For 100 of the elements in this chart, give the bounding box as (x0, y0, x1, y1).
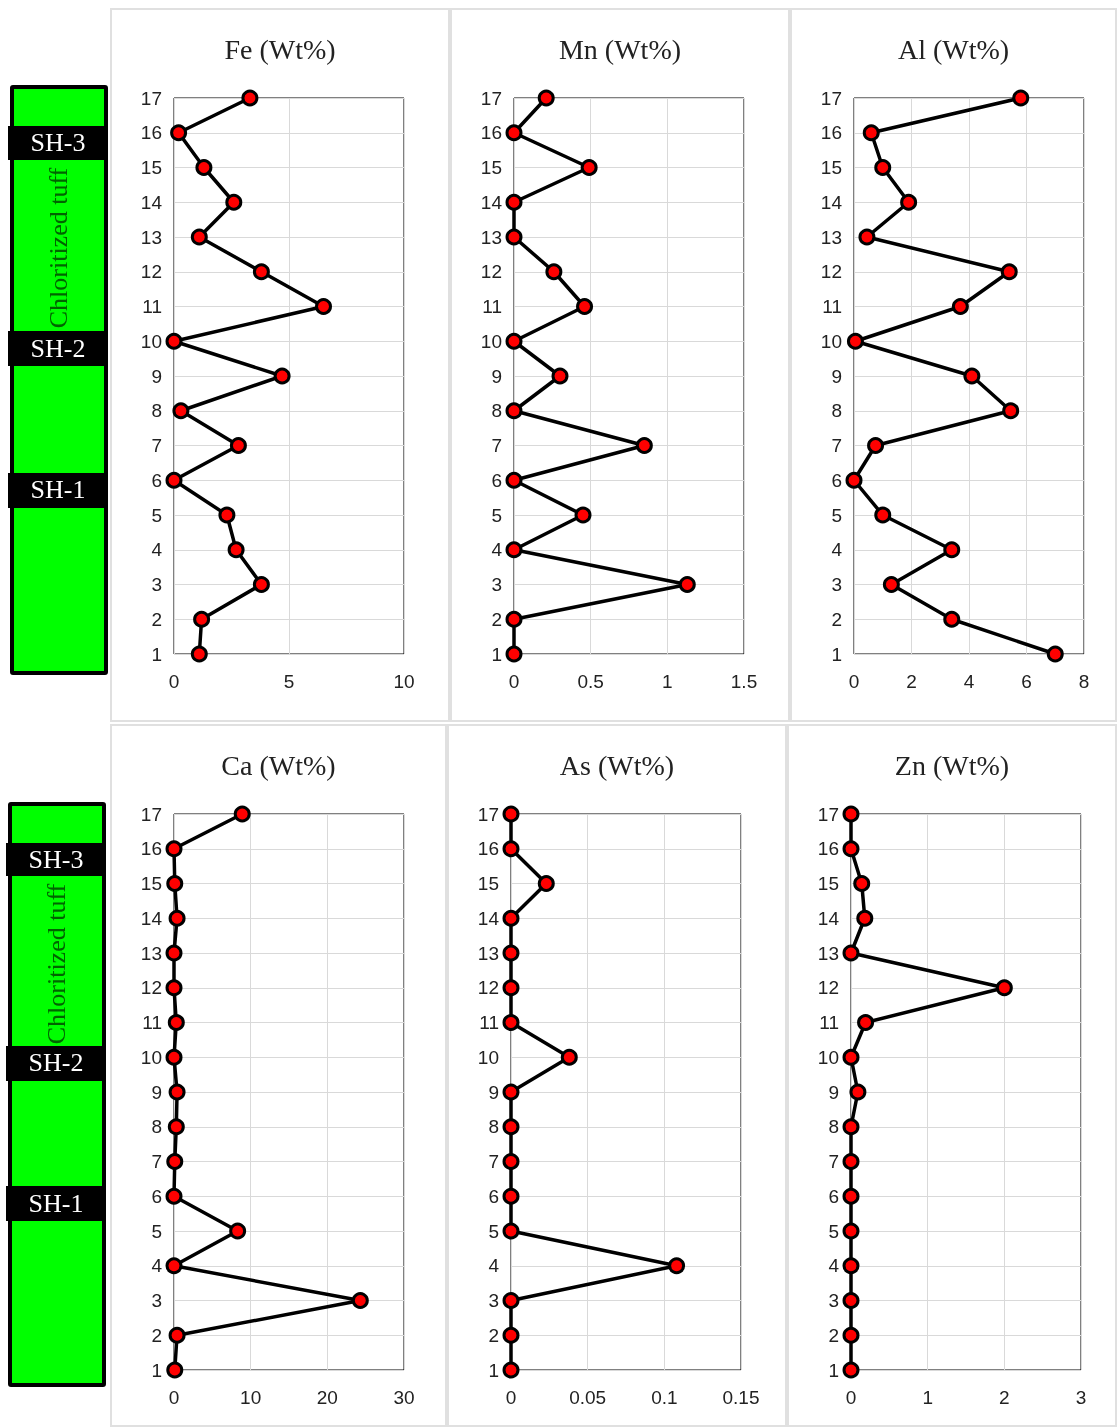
point (853, 875, 871, 892)
y-tick-label: 3 (831, 574, 842, 595)
y-tick-label: 13 (140, 942, 162, 964)
y-tick-label: 11 (819, 1012, 839, 1033)
point (168, 1083, 186, 1101)
point (505, 645, 523, 663)
point (252, 263, 270, 281)
y-tick-label: 6 (491, 469, 502, 491)
point (635, 437, 653, 454)
point (229, 1222, 247, 1240)
x-tick-label: 2 (906, 671, 917, 692)
y-tick-label: 4 (491, 539, 503, 561)
y-tick-label: 17 (140, 803, 162, 825)
point (165, 332, 183, 350)
y-tick-label: 7 (151, 1151, 162, 1172)
y-tick-label: 14 (140, 907, 163, 929)
y-tick-label: 10 (820, 330, 842, 352)
point (241, 89, 259, 107)
y-tick-label: 14 (480, 191, 503, 213)
point (858, 228, 876, 246)
point (580, 159, 598, 176)
y-tick-label: 17 (140, 87, 162, 109)
point (505, 471, 523, 489)
point (882, 576, 900, 593)
point (502, 1083, 520, 1101)
y-tick-label: 8 (151, 1116, 162, 1138)
point (502, 1187, 520, 1205)
y-tick-label: 16 (477, 838, 499, 860)
point (842, 1361, 860, 1379)
point (502, 1326, 520, 1344)
point (842, 1153, 860, 1170)
point (874, 506, 892, 524)
point (502, 944, 520, 962)
x-tick-label: 3 (1075, 1387, 1087, 1408)
x-tick-label: 1 (662, 671, 673, 692)
point (252, 576, 270, 593)
y-tick-label: 3 (151, 574, 162, 595)
x-tick-label: 0 (508, 671, 520, 692)
y-tick-label: 14 (140, 191, 163, 213)
point (505, 541, 523, 559)
point (165, 1187, 183, 1205)
point (545, 263, 563, 281)
y-tick-label: 15 (140, 873, 162, 894)
point (1000, 263, 1018, 281)
y-tick-label: 7 (831, 435, 842, 456)
y-tick-label: 16 (820, 122, 842, 144)
y-tick-label: 13 (140, 226, 162, 248)
y-tick-label: 2 (488, 1324, 499, 1346)
x-tick-label: 1 (922, 1387, 933, 1408)
y-tick-label: 6 (151, 469, 162, 491)
point (668, 1257, 686, 1275)
point (273, 367, 291, 385)
y-tick-label: 1 (151, 643, 162, 665)
y-tick-label: 10 (480, 330, 502, 352)
point (867, 437, 885, 454)
y-tick-label: 5 (491, 504, 502, 526)
x-tick-label: 5 (283, 671, 295, 692)
point (537, 89, 555, 107)
point (190, 228, 208, 246)
point (846, 332, 864, 350)
y-tick-label: 17 (480, 87, 502, 109)
y-tick-label: 8 (828, 1116, 839, 1138)
y-tick-label: 10 (140, 330, 162, 352)
point (862, 124, 880, 142)
y-tick-label: 5 (828, 1220, 839, 1242)
point (166, 1153, 184, 1170)
point (229, 437, 247, 454)
y-tick-label: 17 (477, 803, 499, 825)
y-tick-label: 11 (482, 296, 502, 317)
y-tick-label: 8 (831, 400, 842, 422)
point (195, 159, 213, 176)
y-tick-label: 1 (491, 643, 502, 665)
x-tick-label: 10 (393, 671, 415, 692)
point (166, 1361, 184, 1379)
x-tick-label: 6 (1021, 671, 1032, 692)
point (167, 1118, 185, 1136)
point (943, 541, 961, 559)
point (502, 1014, 520, 1031)
point (502, 1292, 520, 1309)
x-tick-label: 4 (963, 671, 975, 692)
point (842, 1118, 860, 1136)
point (678, 576, 696, 593)
point (505, 193, 523, 211)
y-tick-label: 16 (140, 838, 162, 860)
point (856, 909, 874, 927)
y-tick-label: 7 (828, 1151, 839, 1172)
y-tick-label: 6 (151, 1185, 162, 1207)
x-tick-label: 30 (393, 1387, 415, 1408)
point (505, 124, 523, 142)
point (505, 228, 523, 246)
y-tick-label: 10 (140, 1046, 162, 1068)
y-tick-label: 2 (151, 1324, 162, 1346)
y-tick-label: 8 (151, 400, 162, 422)
point (165, 944, 183, 962)
point (502, 1222, 520, 1240)
point (168, 1326, 186, 1344)
y-tick-label: 12 (820, 261, 842, 283)
point (842, 840, 860, 858)
point (1046, 645, 1064, 663)
chart-title: Fe (Wt%) (224, 33, 336, 65)
